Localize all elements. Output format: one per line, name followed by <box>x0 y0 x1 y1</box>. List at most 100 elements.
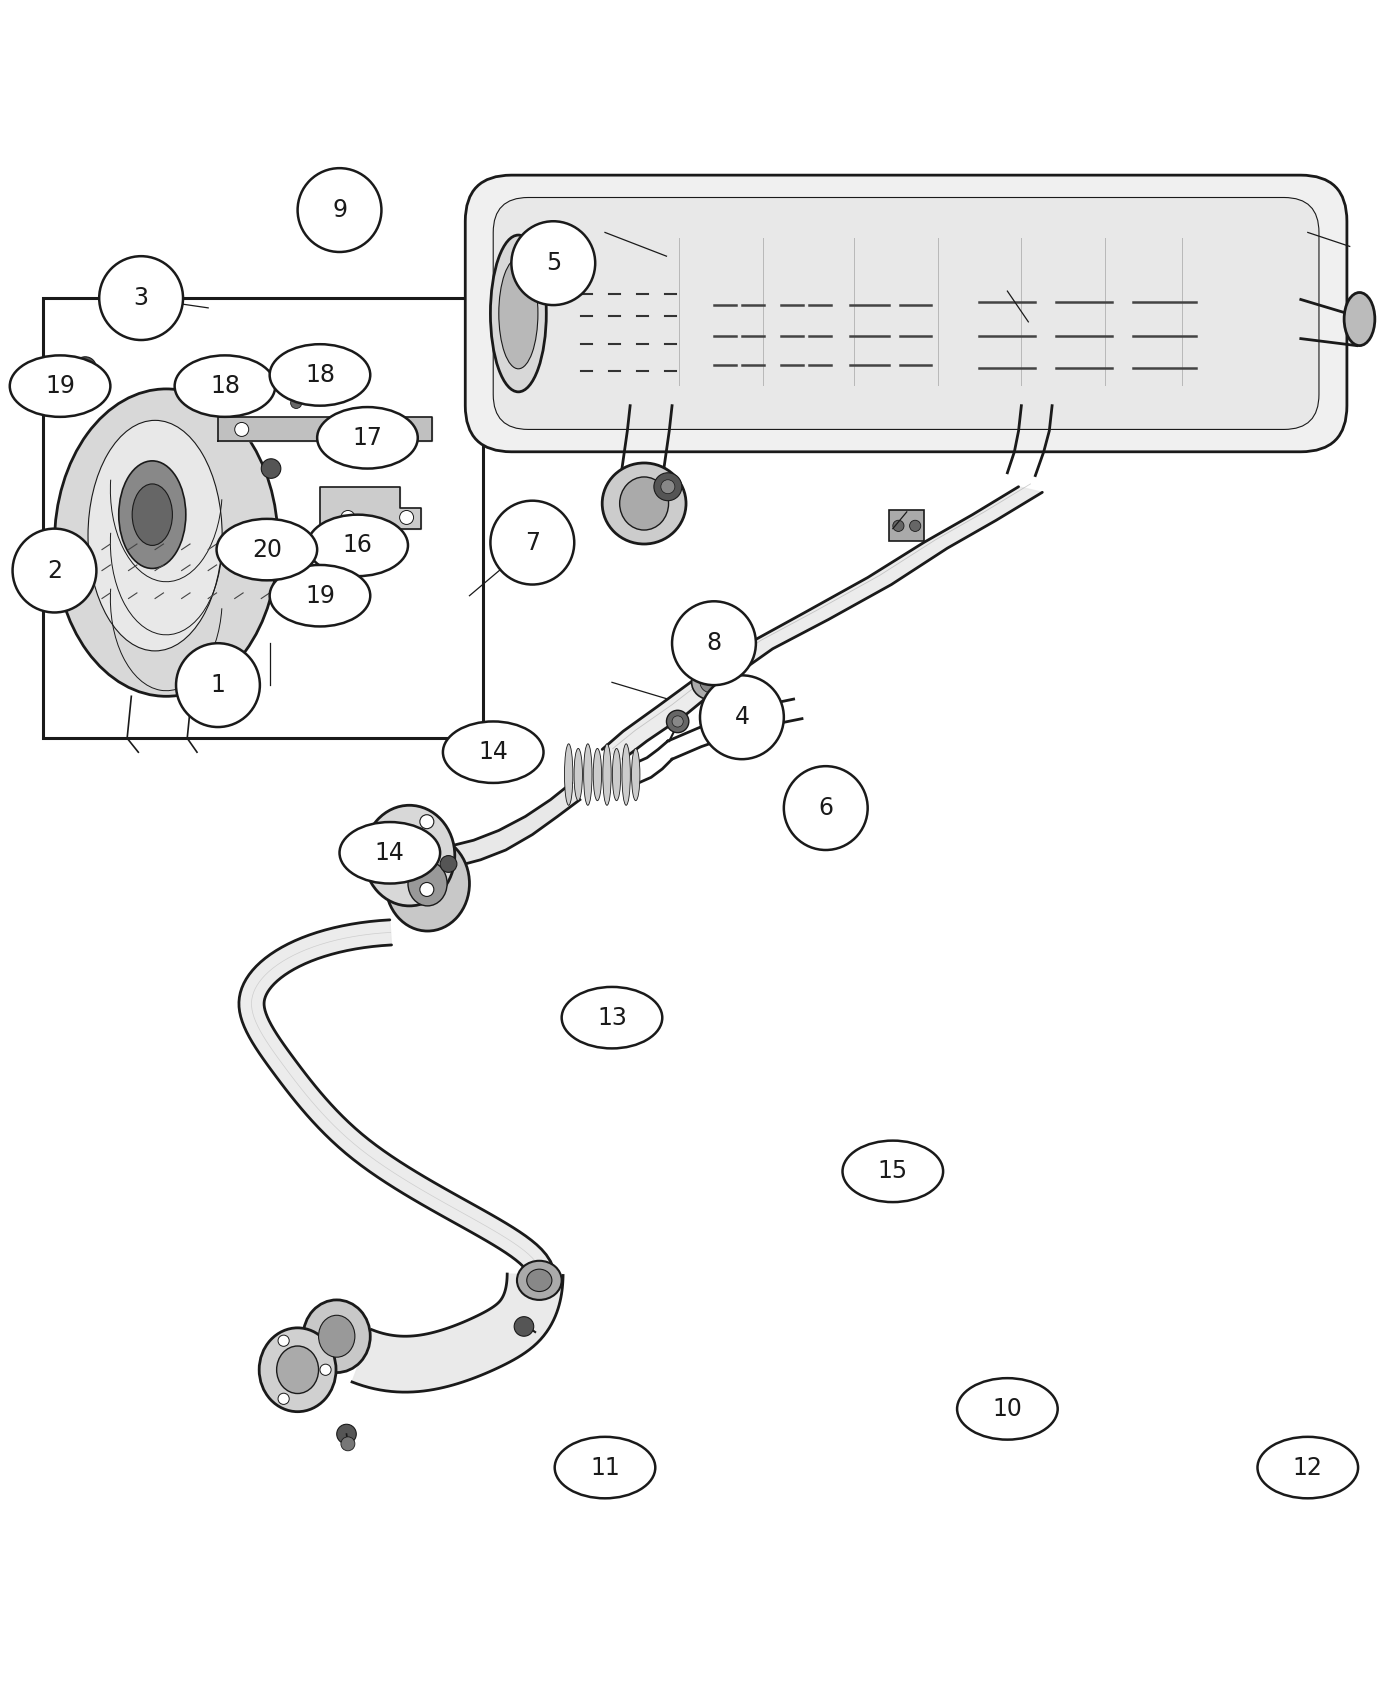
Ellipse shape <box>340 823 440 884</box>
Ellipse shape <box>620 478 669 530</box>
Ellipse shape <box>308 515 407 576</box>
Text: 2: 2 <box>48 559 62 583</box>
Text: 6: 6 <box>818 796 833 819</box>
Text: 18: 18 <box>305 362 335 388</box>
FancyBboxPatch shape <box>465 175 1347 452</box>
Circle shape <box>399 422 413 437</box>
Text: 14: 14 <box>479 740 508 765</box>
Ellipse shape <box>490 235 546 393</box>
Polygon shape <box>218 416 431 440</box>
Ellipse shape <box>55 389 279 697</box>
Ellipse shape <box>270 564 370 626</box>
Text: 14: 14 <box>375 842 405 865</box>
Circle shape <box>672 716 683 728</box>
Text: 19: 19 <box>305 583 335 607</box>
Text: 8: 8 <box>707 631 721 655</box>
Circle shape <box>74 357 97 379</box>
Ellipse shape <box>584 745 592 806</box>
Ellipse shape <box>843 1141 944 1202</box>
Ellipse shape <box>958 1379 1057 1440</box>
Circle shape <box>176 643 260 728</box>
Circle shape <box>99 257 183 340</box>
Ellipse shape <box>277 1346 319 1394</box>
Ellipse shape <box>119 461 186 568</box>
Text: 16: 16 <box>343 534 372 558</box>
Circle shape <box>654 473 682 501</box>
Circle shape <box>13 529 97 612</box>
Circle shape <box>514 1318 533 1336</box>
Ellipse shape <box>1257 1436 1358 1498</box>
Text: 11: 11 <box>591 1455 620 1479</box>
Circle shape <box>511 221 595 304</box>
Circle shape <box>440 855 456 872</box>
Circle shape <box>666 711 689 733</box>
Text: 3: 3 <box>133 286 148 309</box>
Ellipse shape <box>88 420 223 651</box>
Circle shape <box>279 1394 290 1404</box>
Circle shape <box>367 848 381 862</box>
Ellipse shape <box>319 1316 354 1357</box>
Ellipse shape <box>175 355 276 416</box>
Circle shape <box>722 706 736 721</box>
Ellipse shape <box>603 745 612 806</box>
Text: 1: 1 <box>210 673 225 697</box>
Ellipse shape <box>700 672 722 694</box>
Circle shape <box>235 422 249 437</box>
Ellipse shape <box>526 1270 552 1292</box>
Circle shape <box>342 1436 354 1450</box>
Ellipse shape <box>386 831 431 881</box>
Bar <box>889 510 924 541</box>
Ellipse shape <box>385 836 469 932</box>
Circle shape <box>279 1334 290 1346</box>
Ellipse shape <box>304 1300 370 1372</box>
Ellipse shape <box>364 806 455 906</box>
Circle shape <box>893 520 904 532</box>
Text: 10: 10 <box>993 1397 1022 1421</box>
Ellipse shape <box>561 988 662 1049</box>
Ellipse shape <box>270 343 370 406</box>
Ellipse shape <box>574 748 582 801</box>
Polygon shape <box>351 1273 563 1392</box>
Ellipse shape <box>602 462 686 544</box>
Ellipse shape <box>1344 292 1375 345</box>
Text: 12: 12 <box>1292 1455 1323 1479</box>
Ellipse shape <box>498 258 538 369</box>
Text: 15: 15 <box>878 1159 907 1183</box>
Circle shape <box>246 394 258 406</box>
Text: 18: 18 <box>210 374 239 398</box>
Circle shape <box>700 675 784 760</box>
Circle shape <box>399 510 413 524</box>
Ellipse shape <box>259 1328 336 1411</box>
Circle shape <box>337 1425 356 1443</box>
Ellipse shape <box>318 406 417 469</box>
Ellipse shape <box>554 1436 655 1498</box>
Circle shape <box>490 502 574 585</box>
Circle shape <box>420 882 434 896</box>
Ellipse shape <box>10 355 111 416</box>
Ellipse shape <box>612 748 620 801</box>
Circle shape <box>298 168 381 252</box>
Text: 7: 7 <box>525 530 540 554</box>
Circle shape <box>342 510 354 524</box>
Text: 13: 13 <box>596 1006 627 1030</box>
Ellipse shape <box>594 748 602 801</box>
Polygon shape <box>239 920 553 1277</box>
Text: 19: 19 <box>45 374 76 398</box>
FancyBboxPatch shape <box>493 197 1319 430</box>
Bar <box>43 298 483 738</box>
Circle shape <box>661 479 675 493</box>
Ellipse shape <box>407 862 447 906</box>
Ellipse shape <box>122 393 245 665</box>
Circle shape <box>291 398 302 408</box>
Ellipse shape <box>564 745 573 806</box>
Circle shape <box>910 520 921 532</box>
Ellipse shape <box>217 518 318 580</box>
Ellipse shape <box>132 484 172 546</box>
Text: 17: 17 <box>353 425 382 450</box>
Polygon shape <box>321 486 420 529</box>
Ellipse shape <box>517 1261 561 1301</box>
Ellipse shape <box>692 665 731 700</box>
Polygon shape <box>409 784 580 869</box>
Ellipse shape <box>631 748 640 801</box>
Ellipse shape <box>622 745 630 806</box>
